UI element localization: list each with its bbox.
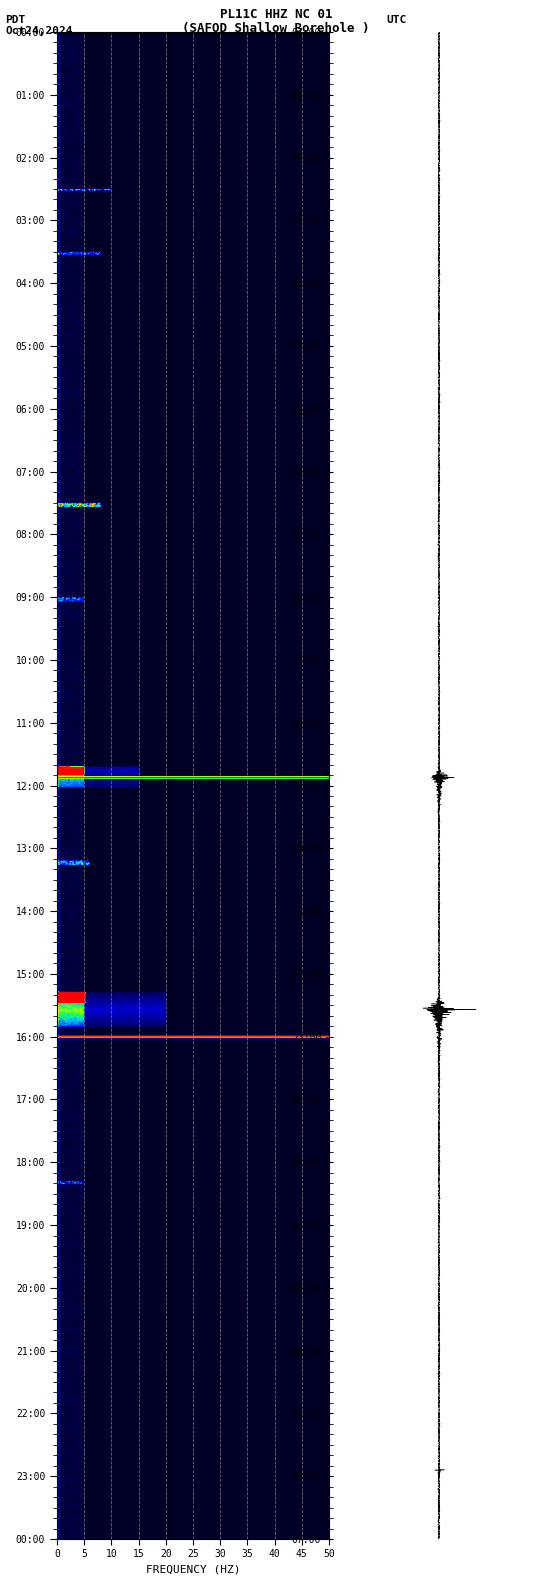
Text: PL11C HHZ NC 01: PL11C HHZ NC 01 bbox=[220, 8, 332, 21]
Text: Oct24,2024: Oct24,2024 bbox=[6, 25, 73, 36]
X-axis label: FREQUENCY (HZ): FREQUENCY (HZ) bbox=[146, 1565, 240, 1574]
Text: UTC: UTC bbox=[386, 14, 407, 25]
Text: (SAFOD Shallow Borehole ): (SAFOD Shallow Borehole ) bbox=[182, 22, 370, 35]
Text: PDT: PDT bbox=[6, 14, 26, 25]
